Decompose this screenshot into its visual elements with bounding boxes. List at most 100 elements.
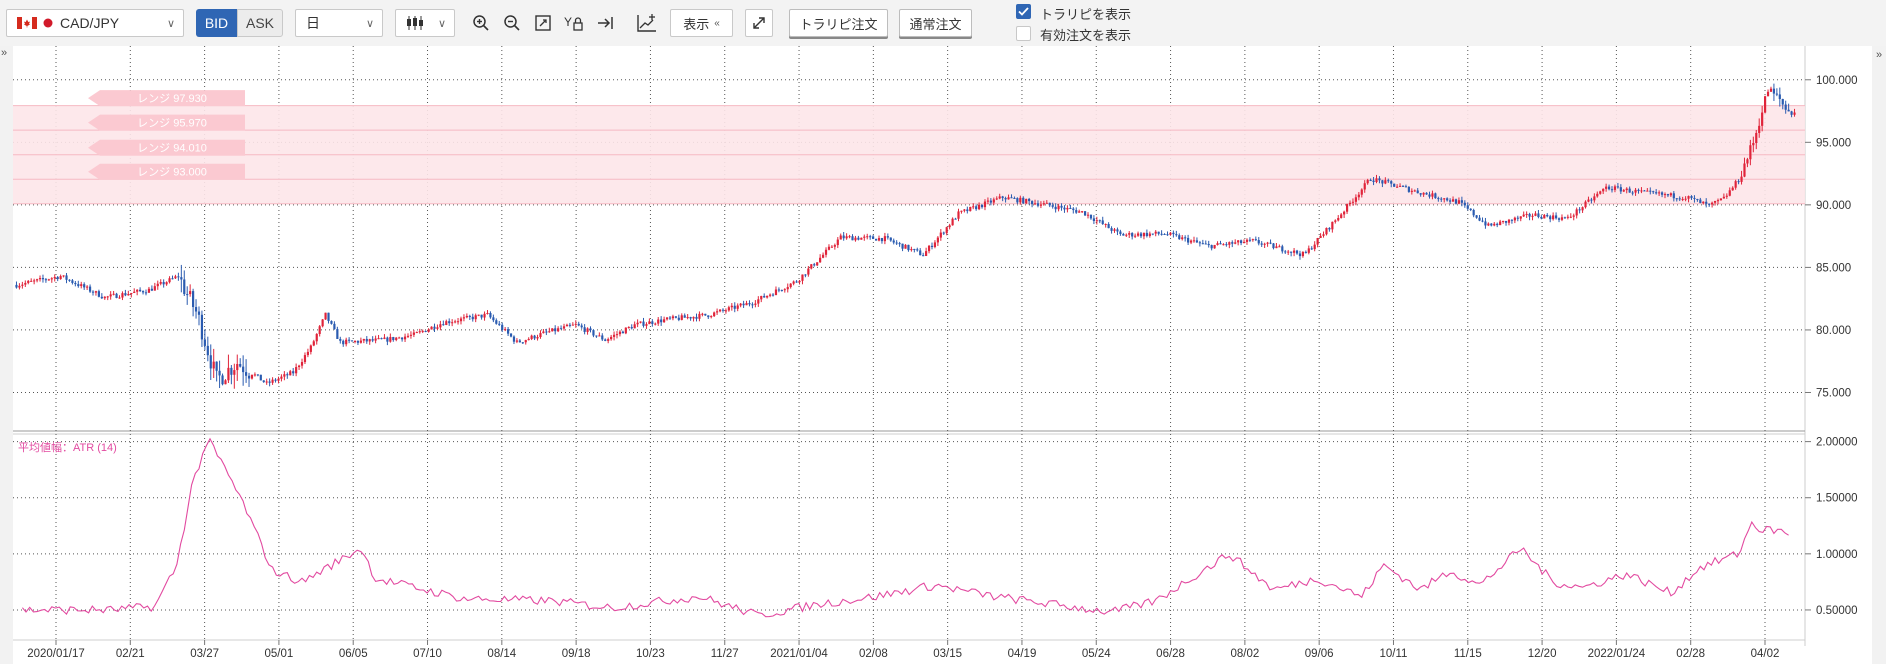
candle bbox=[1755, 129, 1758, 150]
candle bbox=[798, 280, 801, 285]
candle bbox=[872, 235, 875, 240]
currency-pair-select[interactable]: CAD/JPY ∨ bbox=[6, 9, 184, 37]
candle bbox=[774, 286, 778, 296]
display-menu-button[interactable]: 表示 « bbox=[670, 9, 733, 37]
x-tick-label: 03/27 bbox=[190, 648, 219, 660]
y-axis-scrollbar-track[interactable] bbox=[1872, 46, 1886, 664]
candle bbox=[345, 337, 348, 347]
candle bbox=[1596, 191, 1599, 198]
candle bbox=[200, 310, 204, 348]
candle bbox=[1166, 231, 1169, 236]
double-chevron-down-icon: « bbox=[714, 17, 720, 29]
trail-order-button[interactable]: トラリピ注文 bbox=[789, 9, 888, 37]
collapse-right-panel-icon[interactable]: » bbox=[1876, 49, 1882, 61]
scroll-to-latest-icon[interactable] bbox=[593, 11, 617, 35]
candle bbox=[1778, 87, 1781, 107]
fit-screen-icon[interactable] bbox=[531, 11, 555, 35]
candle bbox=[1572, 213, 1575, 221]
timeframe-label: 日 bbox=[306, 15, 320, 31]
bid-button[interactable]: BID bbox=[196, 9, 237, 37]
candle bbox=[1693, 195, 1696, 203]
candle bbox=[259, 374, 262, 381]
candle bbox=[233, 363, 236, 389]
add-indicator-icon[interactable] bbox=[633, 11, 661, 35]
candle bbox=[21, 281, 24, 289]
candle bbox=[427, 328, 430, 333]
candle bbox=[1343, 210, 1346, 218]
candle bbox=[18, 283, 21, 290]
candle bbox=[303, 352, 307, 365]
candle bbox=[1051, 202, 1054, 209]
candle bbox=[306, 348, 310, 358]
candle bbox=[1175, 230, 1178, 237]
chevron-down-icon: ∨ bbox=[166, 18, 175, 30]
vertical-gridlines bbox=[55, 46, 1766, 640]
candle bbox=[1496, 222, 1499, 228]
candle bbox=[1322, 231, 1325, 238]
candle bbox=[574, 320, 577, 328]
candle bbox=[836, 237, 839, 249]
candle bbox=[571, 322, 574, 326]
candle bbox=[451, 319, 454, 327]
y-tick-label: 85.000 bbox=[1816, 262, 1851, 274]
show-active-orders-checkbox[interactable] bbox=[1016, 26, 1031, 41]
y-tick-label: 90.000 bbox=[1816, 200, 1851, 212]
chart-style-select[interactable]: ∨ bbox=[395, 9, 455, 37]
candle bbox=[801, 274, 804, 285]
zoom-in-icon[interactable] bbox=[469, 11, 493, 35]
zoom-out-icon[interactable] bbox=[500, 11, 524, 35]
candle bbox=[627, 326, 630, 329]
candle bbox=[1081, 210, 1084, 214]
candle bbox=[851, 234, 854, 241]
candle bbox=[780, 289, 783, 292]
candle bbox=[930, 242, 934, 250]
candle bbox=[177, 272, 180, 281]
candle bbox=[960, 210, 963, 214]
candle bbox=[1334, 219, 1337, 224]
candle bbox=[480, 314, 483, 320]
candle bbox=[309, 344, 312, 355]
candle bbox=[1225, 242, 1228, 247]
candle bbox=[877, 235, 881, 242]
candle bbox=[1134, 233, 1137, 239]
candle bbox=[1331, 221, 1334, 233]
candle bbox=[206, 336, 209, 362]
candle bbox=[465, 313, 468, 319]
expand-icon bbox=[753, 17, 765, 29]
candle bbox=[633, 321, 636, 329]
candle bbox=[954, 217, 957, 220]
candle bbox=[1228, 241, 1231, 249]
fullscreen-button[interactable] bbox=[745, 9, 773, 37]
candle bbox=[1278, 244, 1281, 248]
show-trail-checkbox[interactable] bbox=[1016, 4, 1031, 19]
candle bbox=[103, 296, 106, 300]
candle bbox=[1178, 233, 1181, 240]
candle bbox=[1125, 233, 1128, 238]
candle bbox=[1086, 212, 1090, 219]
candle bbox=[530, 334, 533, 341]
candle bbox=[1357, 192, 1360, 201]
x-tick-label: 08/02 bbox=[1230, 648, 1259, 660]
normal-order-button[interactable]: 通常注文 bbox=[899, 9, 972, 37]
candle bbox=[100, 293, 103, 300]
collapse-panel-icon[interactable]: » bbox=[1, 47, 7, 59]
candle bbox=[904, 244, 907, 249]
lock-y-axis-icon[interactable]: Y bbox=[562, 11, 586, 35]
candle bbox=[401, 337, 404, 342]
ask-button[interactable]: ASK bbox=[237, 9, 283, 37]
candle bbox=[665, 316, 669, 321]
x-tick-label: 2021/01/04 bbox=[770, 648, 828, 660]
candle bbox=[445, 319, 448, 326]
chart-area[interactable]: » » レンジ 97.930 レンジ 95.970 レンジ 94.010 レンジ 93… bbox=[0, 46, 1886, 664]
timeframe-select[interactable]: 日 ∨ bbox=[295, 9, 383, 37]
candle bbox=[1784, 100, 1787, 114]
candle bbox=[453, 319, 457, 324]
x-tick-label: 04/02 bbox=[1751, 648, 1780, 660]
candle bbox=[133, 288, 136, 294]
candle bbox=[1510, 219, 1514, 224]
candle bbox=[1675, 198, 1678, 202]
candle bbox=[1187, 234, 1190, 246]
y-tick-label: 80.000 bbox=[1816, 325, 1851, 337]
candle bbox=[327, 312, 330, 324]
candle bbox=[421, 329, 424, 334]
